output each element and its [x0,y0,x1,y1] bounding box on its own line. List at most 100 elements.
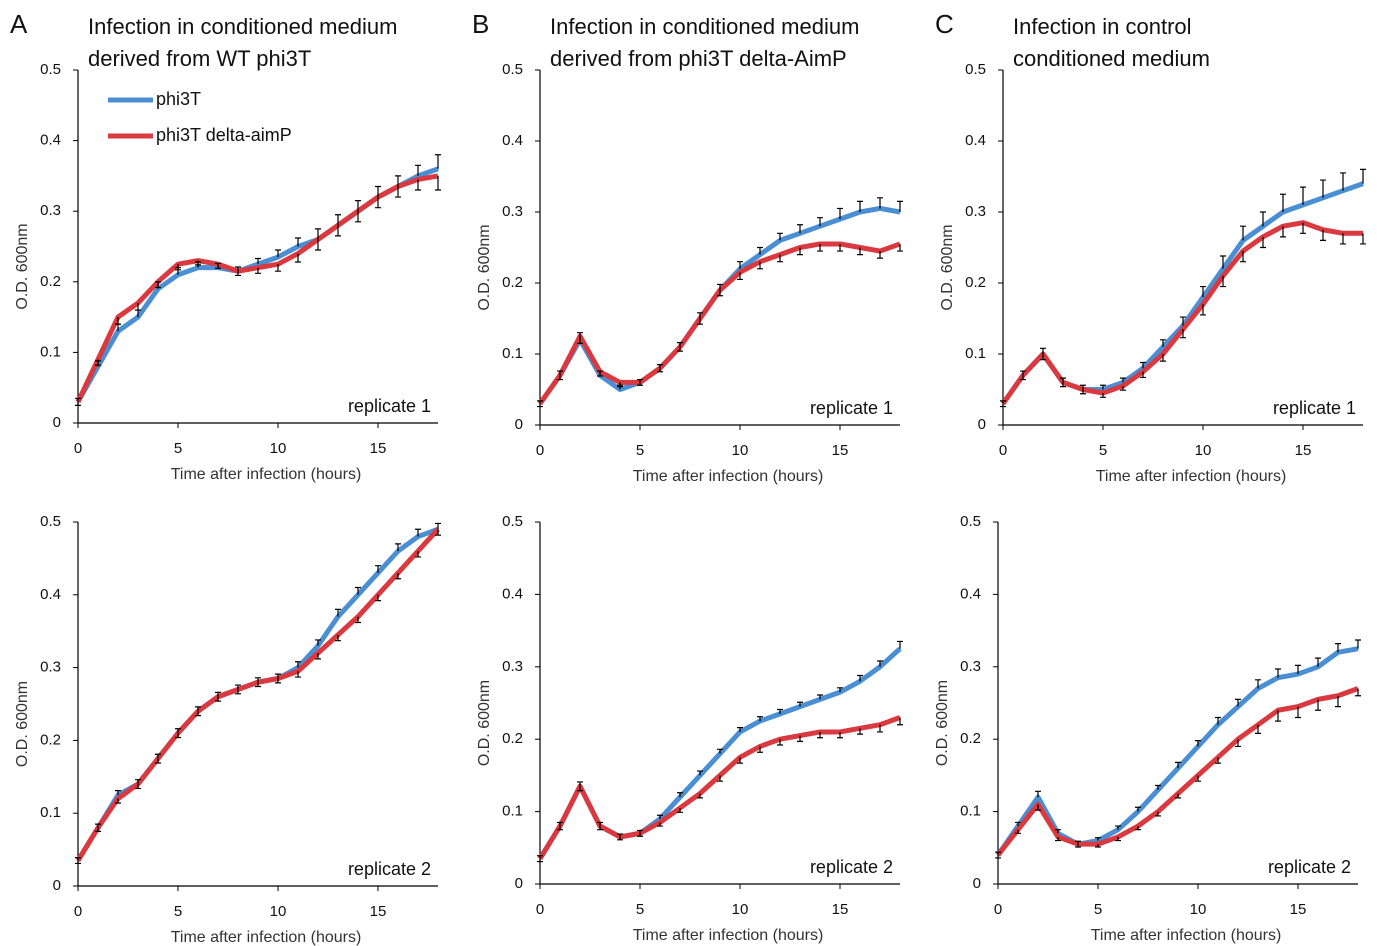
error-bar [1340,233,1346,245]
error-bar [697,770,703,776]
y-tick-label: 0.2 [40,731,61,748]
error-bar [1220,255,1226,269]
error-bar [1200,285,1206,298]
error-bar [897,200,903,212]
error-bar [657,368,663,373]
error-bar [235,271,241,277]
annotation: replicate 2 [810,857,893,877]
error-bar [1235,698,1241,707]
error-bar [1160,339,1166,347]
y-tick-label: 0.4 [502,132,523,149]
error-bar [657,822,663,827]
error-bar [677,792,683,798]
error-bar [757,246,763,255]
y-axis-label: O.D. 600nm [476,224,493,310]
error-bar [75,857,81,861]
error-bar [435,522,441,530]
error-bar [537,400,543,404]
panel-title: Infection in conditioned medium [88,14,397,39]
error-bar [235,689,241,695]
error-bar [677,342,683,347]
error-bar [95,359,101,366]
y-tick-label: 0.5 [40,61,61,78]
error-bar [1055,829,1061,834]
error-bar [1120,377,1126,383]
error-bar [1300,186,1306,205]
error-bar [617,386,623,390]
error-bar [175,733,181,739]
error-bar [817,694,823,700]
error-bar [195,260,201,266]
error-bar [717,748,723,754]
error-bar [1260,211,1266,227]
error-bar [1020,375,1026,381]
error-bar [537,403,543,408]
error-bar [1035,790,1041,798]
error-bar [355,586,361,595]
y-axis-label: O.D. 600nm [14,223,31,309]
annotation: replicate 1 [348,396,431,416]
panel-title: derived from WT phi3T [88,46,311,71]
error-bar [375,197,381,209]
y-tick-label: 0.4 [502,585,523,602]
error-bar [777,739,783,746]
error-bar [897,717,903,726]
panel-label: C [935,9,954,39]
error-bar [395,572,401,580]
error-bar [395,175,401,187]
error-bar [1275,710,1281,722]
error-bar [1240,251,1246,263]
x-tick-label: 0 [536,442,544,459]
error-bar [1095,844,1101,848]
error-bar [797,247,803,256]
x-tick-label: 10 [732,901,749,918]
panel-label: B [472,9,489,39]
y-tick-label: 0.5 [40,513,61,530]
error-bar [1360,168,1366,184]
error-bar [1315,657,1321,667]
x-axis-label: Time after infection (hours) [1096,468,1287,485]
error-bar [817,731,823,739]
x-tick-label: 15 [370,903,387,920]
y-tick-label: 0 [53,414,61,431]
error-bar [1220,275,1226,288]
legend-label: phi3T [156,89,201,109]
y-axis-label: O.D. 600nm [476,680,493,766]
error-bar [1300,222,1306,234]
x-tick-label: 0 [536,901,544,918]
error-bar [1140,361,1146,369]
x-tick-label: 5 [1094,901,1102,918]
error-bar [717,775,723,782]
error-bar [617,382,623,386]
panel: 0 0.1 0.2 0.3 0.4 0.5 0 5 10 15 Time after infecti… [935,9,1366,485]
error-bar [1100,393,1106,398]
y-tick-label: 0.4 [960,585,981,602]
error-bar [295,671,301,678]
error-bar [797,701,803,707]
error-bar [857,728,863,735]
error-bar [1195,740,1201,747]
y-tick-label: 0.4 [40,132,61,149]
panel-title: conditioned medium [1013,46,1210,71]
error-bar [375,185,381,198]
error-bar [757,746,763,753]
error-bar [617,833,623,837]
error-bar [897,243,903,252]
error-bar [1075,840,1081,845]
error-bar [315,239,321,251]
x-tick-label: 5 [174,440,182,457]
x-tick-label: 5 [174,903,182,920]
error-bar [335,608,341,617]
error-bar [435,154,441,169]
error-bar [1255,679,1261,689]
y-tick-label: 0.2 [965,274,986,291]
x-tick-label: 10 [270,440,287,457]
error-bar [135,302,141,311]
error-bar [75,397,81,402]
y-tick-label: 0.5 [502,513,523,530]
error-bar [135,779,141,785]
error-bar [95,823,101,828]
error-bar [557,370,563,376]
error-bar [995,855,1001,859]
error-bar [1315,699,1321,711]
